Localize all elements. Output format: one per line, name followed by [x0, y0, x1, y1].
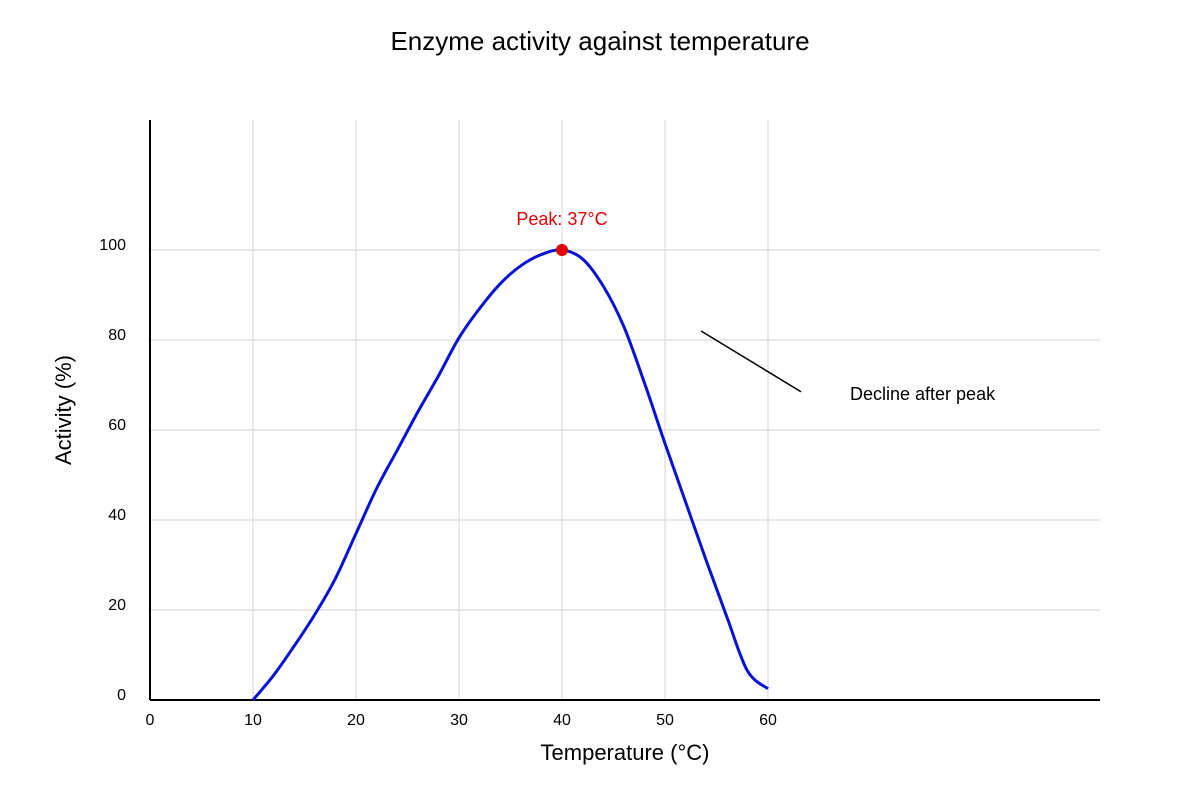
y-tick-label: 100 [99, 237, 126, 254]
activity-curve [251, 248, 769, 701]
x-tick-label: 20 [347, 712, 365, 729]
chart-title: Enzyme activity against temperature [390, 26, 809, 56]
plot-area: 0 10 20 30 40 50 60 0 20 40 60 80 100 Peak: 37°C [99, 120, 1100, 729]
y-tick-label: 20 [108, 597, 126, 614]
y-axis-label: Activity (%) [51, 355, 76, 465]
decline-annotation-text: Decline after peak [850, 384, 996, 404]
x-tick-label: 60 [759, 712, 777, 729]
x-tick-label: 30 [450, 712, 468, 729]
y-tick-label: 60 [108, 417, 126, 434]
decline-annotation-line [700, 330, 802, 393]
x-tick-label: 40 [553, 712, 571, 729]
y-tick-label: 40 [108, 507, 126, 524]
x-axis-label: Temperature (°C) [541, 740, 710, 765]
peak-marker [556, 244, 568, 256]
y-tick-label: 80 [108, 327, 126, 344]
peak-label: Peak: 37°C [516, 209, 607, 229]
x-tick-label: 0 [146, 712, 155, 729]
x-tick-label: 10 [244, 712, 262, 729]
x-tick-label: 50 [656, 712, 674, 729]
y-tick-label: 0 [117, 687, 126, 704]
